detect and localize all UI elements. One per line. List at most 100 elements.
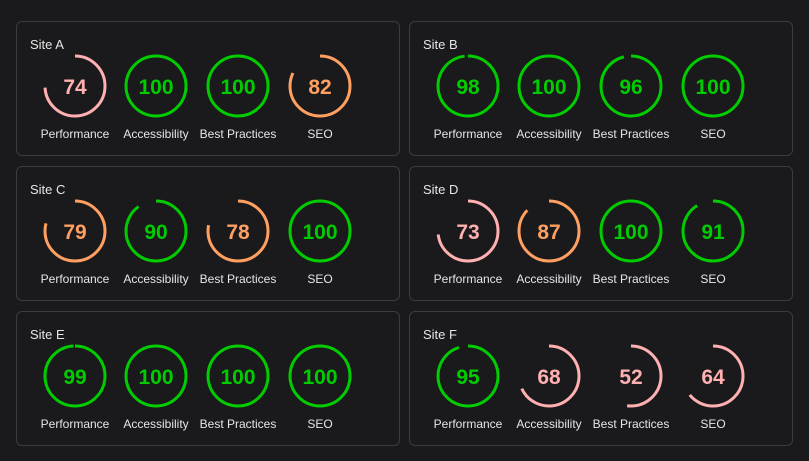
score-arc [599,344,663,408]
score-value: 98 [456,76,480,99]
metric-label: SEO [307,417,333,431]
site-card: Site E 99 Performance 100 Accessibility 100 Be… [16,311,400,446]
score-value: 100 [138,366,174,389]
score-value: 64 [701,366,725,389]
score-arc [681,344,745,408]
metric-label: Accessibility [123,417,189,431]
score-ring [288,199,352,263]
metric-label: Performance [40,272,110,286]
score-ring [681,344,745,408]
score-value: 73 [456,221,480,244]
score-arc [124,54,188,118]
site-card: Site C 79 Performance 90 Accessibility 78 Best… [16,166,400,301]
score-ring [436,54,500,118]
score-value: 74 [63,76,87,99]
score-value: 79 [63,221,87,244]
metric-label: Best Practices [199,127,277,141]
score-ring [206,199,270,263]
metric-label: Best Practices [199,417,277,431]
best-practices-gauge: 96 Best Practices [586,54,676,154]
site-name: Site C [30,182,66,197]
metric-label: Accessibility [123,272,189,286]
score-arc [599,199,663,263]
score-arc [43,344,107,408]
seo-gauge: 91 SEO [668,199,758,299]
site-name: Site F [423,327,457,342]
metric-label: Accessibility [123,127,189,141]
score-ring [288,344,352,408]
site-name: Site B [423,37,458,52]
seo-gauge: 100 SEO [275,199,365,299]
score-arc [43,199,107,263]
accessibility-gauge: 100 Accessibility [504,54,594,154]
seo-gauge: 100 SEO [275,344,365,444]
score-arc [517,54,581,118]
score-arc [288,344,352,408]
accessibility-gauge: 100 Accessibility [111,344,201,444]
score-value: 100 [220,76,256,99]
best-practices-gauge: 100 Best Practices [586,199,676,299]
metric-label: SEO [700,272,726,286]
metric-label: Performance [433,127,503,141]
performance-gauge: 73 Performance [423,199,513,299]
score-value: 78 [226,221,250,244]
metric-label: SEO [700,417,726,431]
accessibility-gauge: 90 Accessibility [111,199,201,299]
score-arc [288,54,352,118]
score-arc [288,199,352,263]
score-ring [43,199,107,263]
metric-label: Accessibility [516,417,582,431]
score-value: 82 [308,76,332,99]
score-ring [681,54,745,118]
score-arc [43,54,107,118]
performance-gauge: 79 Performance [30,199,120,299]
site-score-grid: Site A 74 Performance 100 Accessibility 100 Be… [16,21,793,446]
score-ring [517,344,581,408]
site-card: Site F 95 Performance 68 Accessibility 52 Best… [409,311,793,446]
score-value: 90 [144,221,168,244]
score-ring [436,344,500,408]
score-value: 87 [537,221,561,244]
score-value: 100 [302,366,338,389]
score-ring [43,54,107,118]
score-ring [599,344,663,408]
seo-gauge: 82 SEO [275,54,365,154]
score-arc [206,344,270,408]
metric-label: Best Practices [199,272,277,286]
score-ring [124,54,188,118]
metric-label: SEO [307,272,333,286]
score-arc [206,199,270,263]
score-ring [599,54,663,118]
score-arc [517,199,581,263]
score-ring [681,199,745,263]
performance-gauge: 99 Performance [30,344,120,444]
score-ring [206,54,270,118]
score-value: 99 [63,366,87,389]
metric-label: Best Practices [592,127,670,141]
metric-label: Accessibility [516,127,582,141]
score-arc [124,199,188,263]
best-practices-gauge: 100 Best Practices [193,54,283,154]
best-practices-gauge: 100 Best Practices [193,344,283,444]
site-name: Site D [423,182,459,197]
metric-label: Performance [433,272,503,286]
metric-label: Performance [40,417,110,431]
score-arc [436,344,500,408]
performance-gauge: 74 Performance [30,54,120,154]
metric-label: SEO [307,127,333,141]
score-arc [517,344,581,408]
score-ring [206,344,270,408]
performance-gauge: 98 Performance [423,54,513,154]
seo-gauge: 100 SEO [668,54,758,154]
score-ring [43,344,107,408]
performance-gauge: 95 Performance [423,344,513,444]
accessibility-gauge: 68 Accessibility [504,344,594,444]
score-value: 100 [138,76,174,99]
metric-label: Best Practices [592,417,670,431]
score-ring [124,199,188,263]
score-ring [124,344,188,408]
metric-label: SEO [700,127,726,141]
score-arc [599,54,663,118]
metric-label: Performance [433,417,503,431]
score-arc [436,54,500,118]
